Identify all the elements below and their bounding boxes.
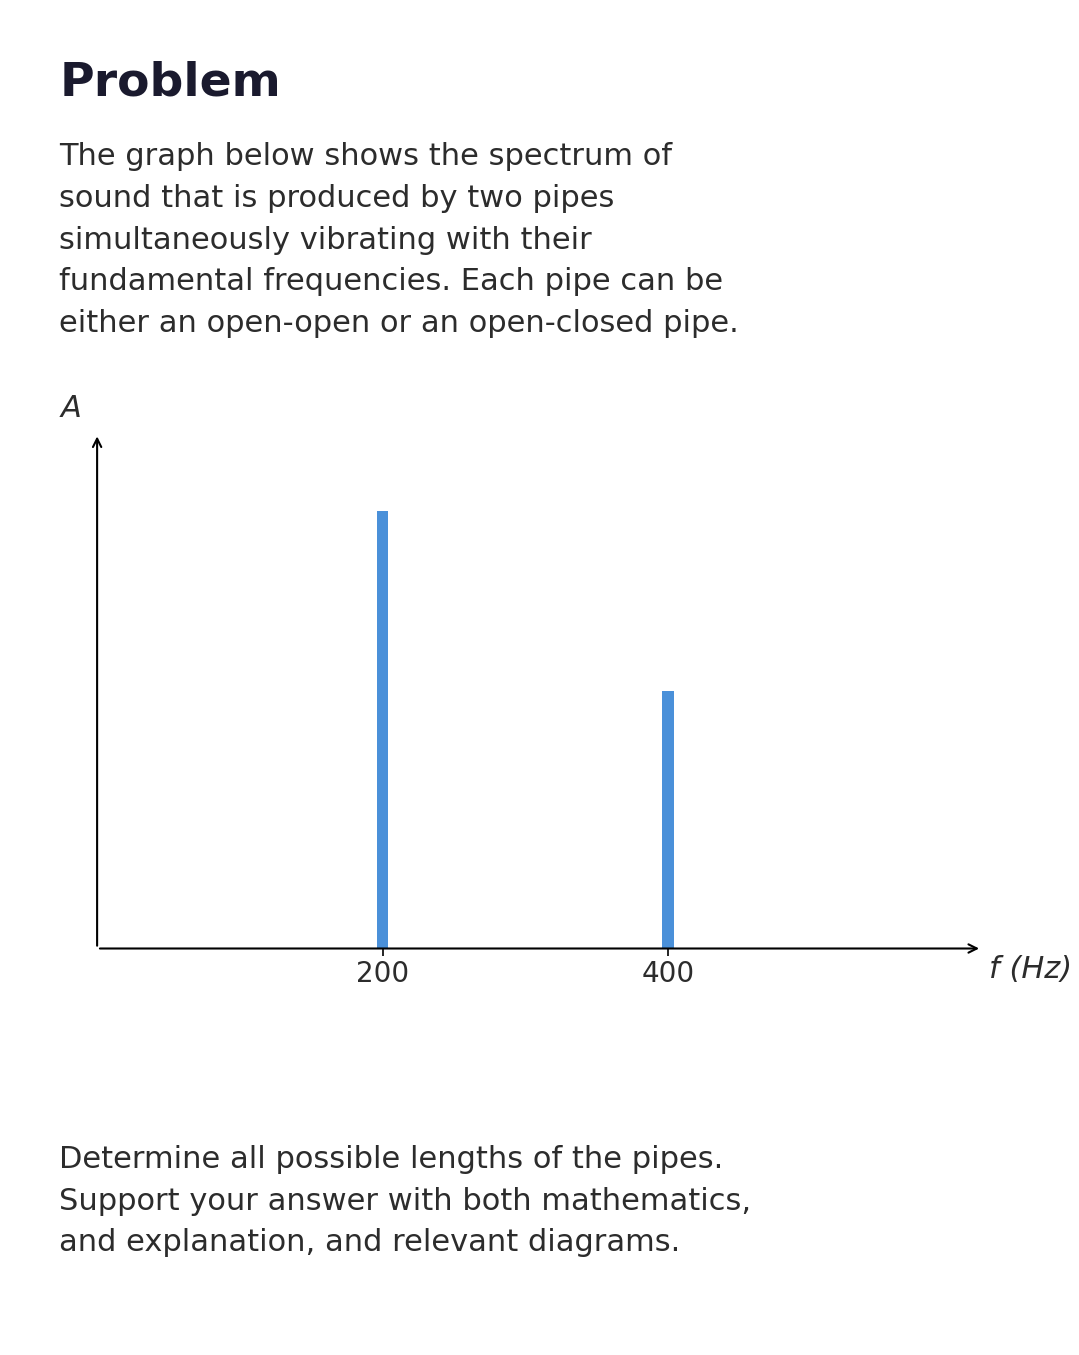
- Bar: [377, 511, 388, 948]
- Text: f (Hz): f (Hz): [989, 954, 1073, 984]
- Text: Problem: Problem: [59, 61, 282, 106]
- Text: Determine all possible lengths of the pipes.
Support your answer with both mathe: Determine all possible lengths of the pi…: [59, 1145, 751, 1257]
- Bar: [663, 691, 673, 948]
- Text: The graph below shows the spectrum of
sound that is produced by two pipes
simult: The graph below shows the spectrum of so…: [59, 142, 739, 337]
- Text: A: A: [62, 394, 82, 423]
